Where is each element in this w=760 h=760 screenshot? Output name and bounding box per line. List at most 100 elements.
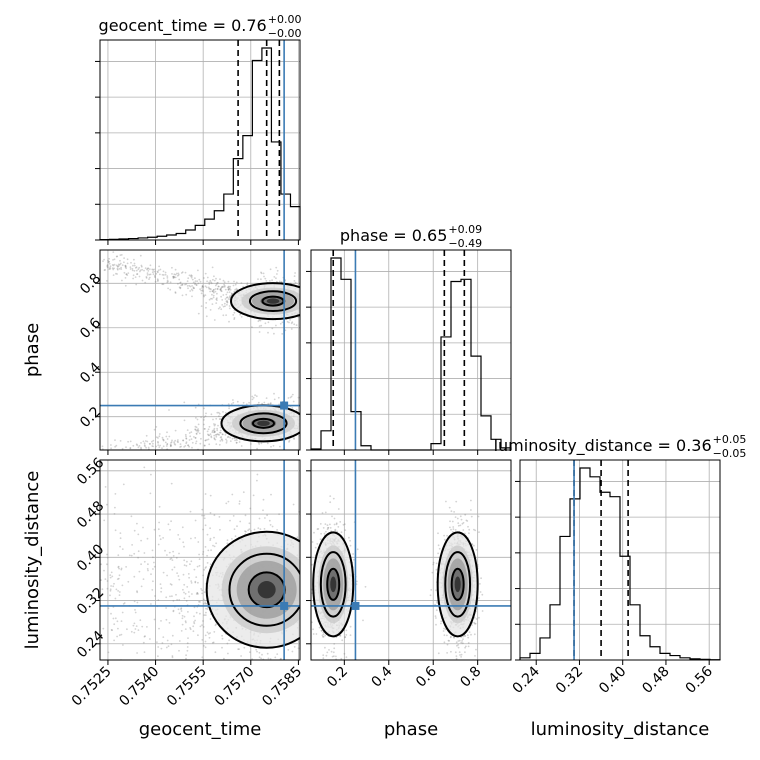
sample-point: [156, 278, 159, 281]
sample-point: [275, 324, 277, 327]
sample-point: [200, 289, 203, 292]
sample-point: [251, 395, 254, 398]
sample-point: [443, 634, 446, 637]
sample-point: [238, 441, 241, 443]
sample-point: [290, 322, 293, 325]
sample-point: [203, 428, 206, 430]
sample-point: [190, 582, 193, 584]
sample-point: [227, 286, 230, 289]
sample-point: [112, 274, 115, 276]
sample-point: [106, 264, 109, 266]
sample-point: [186, 646, 189, 648]
sample-point: [213, 434, 216, 437]
sample-point: [478, 616, 480, 619]
sample-point: [136, 444, 139, 447]
sample-point: [179, 446, 182, 448]
sample-point: [172, 550, 175, 553]
sample-point: [213, 437, 216, 439]
sample-point: [120, 266, 122, 269]
sample-point: [197, 429, 200, 432]
sample-point: [160, 590, 163, 593]
x-tick-label: 0.6: [413, 663, 440, 690]
sample-point: [181, 283, 184, 286]
sample-point: [224, 298, 227, 300]
sample-point: [143, 442, 146, 445]
sample-point: [165, 646, 168, 649]
sample-point: [191, 593, 193, 595]
sample-point: [160, 620, 162, 622]
sample-point: [222, 279, 225, 282]
sample-point: [170, 444, 172, 447]
sample-point: [169, 288, 172, 291]
sample-point: [199, 280, 202, 283]
sample-point: [227, 652, 229, 655]
sample-point: [109, 576, 112, 579]
sample-point: [107, 260, 110, 263]
sample-point: [126, 258, 129, 261]
sample-point: [121, 447, 124, 450]
sample-point: [225, 438, 227, 441]
sample-point: [203, 444, 206, 447]
sample-point: [271, 279, 273, 282]
sample-point: [222, 285, 225, 288]
sample-point: [181, 294, 184, 297]
sample-point: [343, 652, 346, 655]
sample-point: [257, 320, 260, 323]
sample-point: [335, 655, 337, 658]
sample-point: [294, 272, 296, 274]
sample-point: [236, 525, 238, 528]
sample-point: [319, 523, 322, 525]
sample-point: [210, 282, 213, 285]
sample-point: [189, 628, 192, 631]
sample-point: [322, 527, 325, 529]
x-tick-label: 0.7585: [259, 664, 305, 710]
sample-point: [297, 647, 300, 650]
sample-point: [209, 539, 212, 541]
sample-point: [166, 639, 169, 642]
sample-point: [190, 580, 193, 582]
sample-point: [264, 517, 266, 519]
x-tick-label: 0.56: [683, 663, 716, 696]
sample-point: [260, 272, 263, 275]
sample-point: [260, 278, 262, 281]
sample-point: [273, 398, 276, 401]
sample-point: [233, 318, 236, 320]
sample-point: [432, 561, 435, 564]
sample-point: [159, 444, 162, 447]
sample-point: [215, 277, 217, 280]
sample-point: [191, 289, 194, 292]
sample-point: [220, 436, 223, 438]
sample-point: [118, 267, 121, 270]
sample-point: [220, 295, 223, 298]
sample-point: [197, 431, 199, 433]
sample-point: [323, 532, 326, 535]
sample-point: [134, 611, 137, 614]
sample-point: [281, 321, 284, 324]
sample-point: [462, 635, 464, 638]
sample-point: [106, 580, 109, 582]
sample-point: [116, 635, 118, 638]
sample-point: [159, 538, 162, 541]
sample-point: [320, 532, 322, 535]
sample-point: [225, 441, 228, 444]
sample-point: [107, 259, 109, 262]
sample-point: [229, 436, 232, 439]
sample-point: [219, 426, 222, 429]
sample-point: [102, 260, 104, 263]
sample-point: [185, 654, 188, 657]
sample-point: [207, 549, 210, 552]
sample-point: [185, 441, 188, 443]
sample-point: [257, 401, 260, 404]
sample-point: [213, 279, 216, 282]
axes-frame: [99, 459, 301, 661]
sample-point: [195, 611, 198, 614]
sample-point: [244, 514, 247, 517]
sample-point: [209, 309, 212, 311]
sample-point: [199, 612, 201, 615]
sample-point: [322, 635, 325, 638]
sample-point: [474, 622, 477, 625]
sample-point: [143, 444, 146, 447]
sample-point: [232, 401, 235, 404]
sample-point: [135, 443, 138, 446]
scatter-panel-geocent_time-phase: [95, 249, 301, 455]
